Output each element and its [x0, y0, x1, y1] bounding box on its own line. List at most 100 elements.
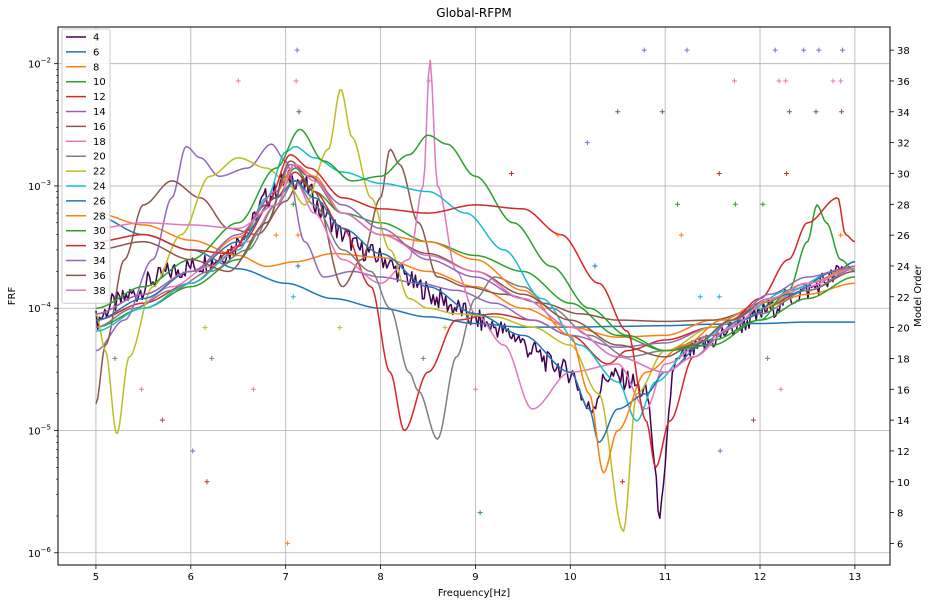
series-line-16 — [95, 148, 855, 405]
pole-marker — [838, 232, 844, 238]
y2-tick-label: 10 — [897, 478, 910, 489]
pole-marker — [641, 47, 647, 53]
y-tick-exponent: −3 — [41, 179, 51, 187]
pole-marker — [678, 232, 684, 238]
plot-area — [95, 47, 856, 546]
legend-label: 14 — [93, 107, 106, 118]
pole-marker — [659, 109, 665, 115]
pole-marker — [442, 325, 448, 331]
pole-marker — [816, 47, 822, 53]
pole-marker — [584, 140, 590, 146]
pole-marker — [337, 325, 343, 331]
pole-marker — [290, 201, 296, 207]
pole-marker — [783, 78, 789, 84]
legend-label: 36 — [93, 271, 106, 282]
x-axis: 5 6 7 8 9 10 11 12 13 — [93, 565, 862, 583]
y2-tick-label: 12 — [897, 447, 910, 458]
series-line-6 — [95, 215, 855, 328]
y2-tick-label: 30 — [897, 169, 910, 180]
pole-marker — [420, 355, 426, 361]
y-tick-label: 10−6 — [28, 546, 52, 560]
pole-marker — [750, 417, 756, 423]
pole-marker — [295, 263, 301, 269]
pole-marker — [684, 47, 690, 53]
pole-marker — [472, 386, 478, 392]
pole-marker — [674, 201, 680, 207]
pole-marker — [190, 448, 196, 454]
pole-marker — [592, 263, 598, 269]
legend-label: 18 — [93, 137, 106, 148]
x-tick-label: 5 — [93, 572, 99, 583]
legend-label: 26 — [93, 196, 106, 207]
y-tick-label: 10−4 — [28, 301, 52, 315]
legend-label: 20 — [93, 152, 106, 163]
pole-marker — [112, 355, 118, 361]
y-axis-label: FRF — [7, 287, 18, 306]
y-tick-exponent: −6 — [41, 546, 52, 554]
y2-tick-label: 20 — [897, 324, 910, 335]
pole-markers — [112, 47, 846, 546]
legend-label: 16 — [93, 122, 106, 133]
pole-marker — [840, 47, 846, 53]
pole-marker — [285, 540, 291, 546]
y2-axis: 6 8 10 12 14 16 18 20 22 24 26 28 30 32 34 36 38 — [890, 46, 910, 550]
pole-marker — [784, 170, 790, 176]
series-line-30 — [95, 128, 856, 352]
series-line-28 — [95, 163, 855, 474]
pole-marker — [830, 78, 836, 84]
pole-marker — [138, 386, 144, 392]
x-tick-label: 10 — [564, 572, 577, 583]
pole-marker — [697, 294, 703, 300]
y2-tick-label: 24 — [897, 262, 910, 273]
legend-label: 10 — [93, 77, 106, 88]
x-tick-label: 13 — [849, 572, 862, 583]
legend-label: 24 — [93, 182, 106, 193]
y2-tick-label: 14 — [897, 416, 910, 427]
pole-marker — [732, 201, 738, 207]
y2-tick-label: 6 — [897, 539, 903, 550]
legend-label: 6 — [93, 47, 99, 58]
pole-marker — [209, 355, 215, 361]
pole-marker — [619, 479, 625, 485]
pole-marker — [296, 109, 302, 115]
legend-label: 32 — [93, 241, 106, 252]
legend-label: 28 — [93, 211, 106, 222]
legend-label: 4 — [93, 33, 99, 44]
pole-marker — [838, 78, 844, 84]
y-tick-exponent: −4 — [41, 301, 52, 309]
y-tick-label: 10−5 — [28, 424, 51, 438]
pole-marker — [426, 78, 432, 84]
series-line-38 — [95, 163, 855, 373]
chart-title: Global-RFPM — [436, 6, 511, 20]
y2-tick-label: 32 — [897, 139, 910, 150]
y2-tick-label: 22 — [897, 293, 910, 304]
pole-marker — [786, 109, 792, 115]
pole-marker — [290, 294, 296, 300]
y-tick-exponent: −5 — [41, 424, 51, 432]
y-tick-exponent: −2 — [41, 57, 51, 65]
series-line-22 — [95, 89, 855, 532]
series-line-4 — [95, 169, 846, 520]
y-tick-base: 10 — [28, 182, 41, 193]
x-tick-label: 12 — [754, 572, 767, 583]
y-tick-label: 10−3 — [28, 179, 51, 193]
pole-marker — [760, 201, 766, 207]
pole-marker — [615, 109, 621, 115]
x-tick-label: 7 — [282, 572, 288, 583]
series-line-20 — [95, 180, 855, 440]
pole-marker — [772, 47, 778, 53]
y-tick-base: 10 — [28, 304, 41, 315]
pole-marker — [204, 479, 210, 485]
pole-marker — [813, 109, 819, 115]
pole-marker — [159, 417, 165, 423]
legend-label: 8 — [93, 62, 99, 73]
x-tick-label: 11 — [659, 572, 672, 583]
y2-tick-label: 34 — [897, 108, 910, 119]
series-lines — [95, 59, 856, 532]
y-tick-base: 10 — [28, 60, 41, 71]
pole-marker — [293, 78, 299, 84]
legend-label: 34 — [93, 256, 106, 267]
pole-marker — [273, 232, 279, 238]
